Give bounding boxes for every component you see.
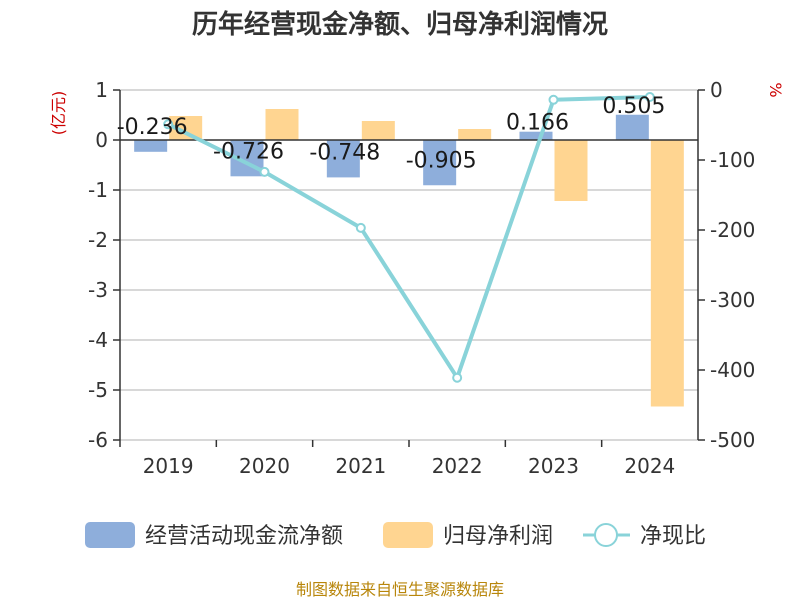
legend-swatch-net-profit [383, 522, 433, 548]
ratio-point [644, 92, 655, 102]
tick-labels: 1 0 -1 -2 -3 -4 -5 -6 0 -100 -200 -300 -400 -500 2019 2… [88, 78, 755, 478]
legend: 经营活动现金流净额 归母净利润 净现比 [85, 522, 706, 549]
right-tick-label: -300 [710, 288, 755, 312]
cash-flow-label: 0.166 [506, 111, 569, 136]
left-axis-unit: (亿元) [49, 91, 68, 136]
right-tick-label: -200 [710, 218, 755, 242]
ratio-point [452, 372, 463, 383]
bars [134, 109, 684, 407]
left-tick-label: -5 [88, 378, 108, 402]
net-profit-bar [458, 129, 492, 140]
left-tick-label: -3 [88, 278, 108, 302]
data-source: 制图数据来自恒生聚源数据库 [296, 580, 504, 599]
legend-swatch-cash-flow [85, 522, 135, 548]
net-profit-bar [361, 121, 395, 140]
legend-label-cash-flow: 经营活动现金流净额 [145, 524, 343, 549]
x-tick-label: 2024 [624, 454, 675, 478]
cash-flow-label: -0.748 [309, 140, 380, 165]
left-tick-label: 0 [95, 128, 108, 152]
cash-flow-label: 0.505 [602, 94, 665, 119]
legend-label-ratio: 净现比 [640, 524, 706, 549]
net-profit-bar [265, 109, 299, 140]
cash-flow-label: -0.726 [213, 139, 284, 164]
ratio-point [355, 222, 366, 233]
left-tick-label: 1 [95, 78, 108, 102]
right-tick-label: -100 [710, 148, 755, 172]
data-labels: -0.236 -0.726 -0.748 -0.905 0.166 0.505 [117, 94, 666, 174]
cash-flow-bar [326, 140, 360, 178]
cash-flow-label: -0.905 [406, 148, 477, 173]
ratio-point [163, 119, 174, 130]
right-axis-unit: % [766, 82, 785, 97]
left-tick-label: -1 [88, 178, 108, 202]
ratio-polyline [167, 95, 650, 380]
cash-flow-bar [423, 140, 457, 186]
x-tick-label: 2022 [432, 454, 483, 478]
net-profit-bar [554, 140, 588, 201]
x-tick-label: 2020 [239, 454, 290, 478]
x-tick-label: 2023 [528, 454, 579, 478]
left-tick-label: -2 [88, 228, 108, 252]
legend-marker-ratio [594, 523, 618, 547]
right-tick-label: -500 [710, 428, 755, 452]
left-tick-label: -6 [88, 428, 108, 452]
cash-flow-label: -0.236 [117, 115, 188, 140]
x-tick-label: 2021 [335, 454, 386, 478]
cash-flow-bar [519, 131, 553, 140]
ratio-point [259, 166, 270, 177]
right-tick-label: -400 [710, 358, 755, 382]
left-tick-label: -4 [88, 328, 108, 352]
cash-flow-bar [615, 114, 649, 140]
cash-flow-bar [134, 140, 168, 152]
chart-title: 历年经营现金净额、归母净利润情况 [192, 9, 608, 40]
ratio-point [548, 94, 559, 105]
x-tick-label: 2019 [143, 454, 194, 478]
net-profit-bar [650, 140, 684, 407]
axes [113, 89, 705, 447]
ratio-line [163, 92, 655, 383]
right-tick-label: 0 [710, 78, 723, 102]
legend-label-net-profit: 归母净利润 [443, 524, 553, 549]
